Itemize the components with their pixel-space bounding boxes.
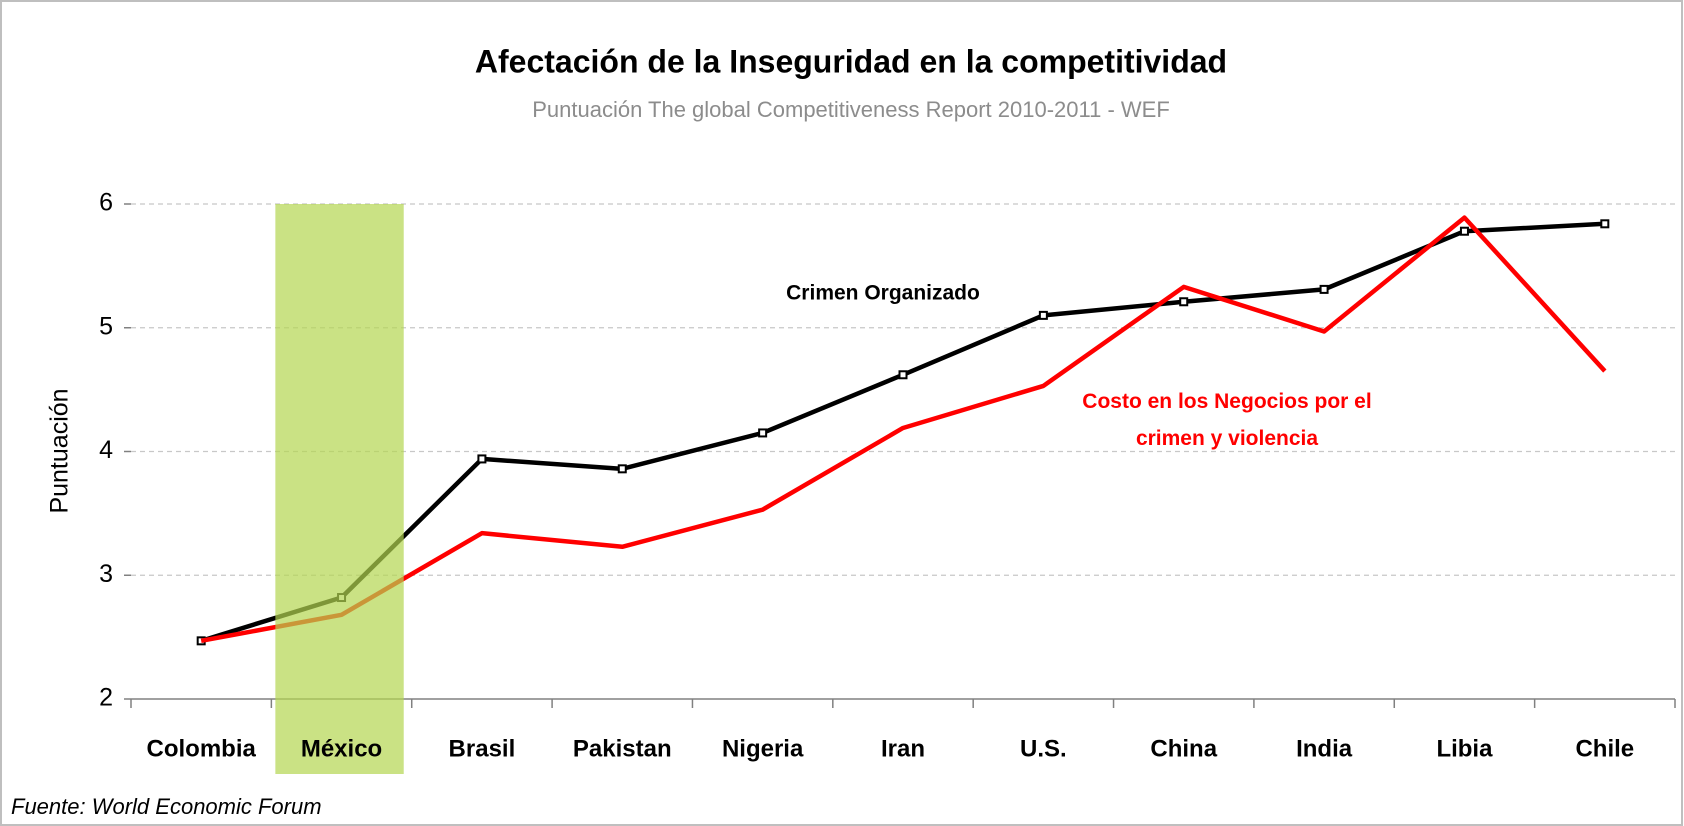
point-marker bbox=[1038, 310, 1048, 320]
y-tick-label: 3 bbox=[99, 560, 113, 588]
point-marker bbox=[1319, 284, 1329, 294]
y-tick-label: 4 bbox=[99, 436, 113, 464]
point-marker bbox=[898, 370, 908, 380]
x-tick-label: Pakistan bbox=[573, 735, 672, 762]
y-tick-label: 6 bbox=[99, 189, 113, 217]
x-tick-label: México bbox=[301, 735, 382, 762]
y-axis-label: Puntuación bbox=[46, 388, 74, 513]
point-marker bbox=[617, 464, 627, 474]
x-tick-label: U.S. bbox=[1020, 735, 1067, 762]
y-tick-label: 2 bbox=[99, 684, 113, 712]
series-label: Crimen Organizado bbox=[786, 282, 980, 305]
x-tick-label: Brasil bbox=[449, 735, 516, 762]
x-tick-label: Iran bbox=[881, 735, 925, 762]
point-marker bbox=[1459, 226, 1469, 236]
series-label: Costo en los Negocios por el crimen y vi… bbox=[1082, 390, 1372, 450]
highlight-band bbox=[275, 204, 404, 774]
point-marker bbox=[1600, 219, 1610, 229]
x-tick-label: Nigeria bbox=[722, 735, 804, 762]
point-marker bbox=[758, 428, 768, 438]
chart-title: Afectación de la Inseguridad en la compe… bbox=[475, 43, 1227, 79]
y-tick-label: 5 bbox=[99, 312, 113, 340]
point-marker bbox=[1179, 297, 1189, 307]
x-tick-label: India bbox=[1296, 735, 1353, 762]
x-tick-label: Libia bbox=[1436, 735, 1493, 762]
x-tick-label: Colombia bbox=[147, 735, 257, 762]
footnote: Fuente: World Economic Forum bbox=[11, 794, 322, 819]
x-tick-label: Chile bbox=[1575, 735, 1634, 762]
x-tick-label: China bbox=[1150, 735, 1217, 762]
series-line bbox=[200, 215, 1607, 644]
chart-subtitle: Puntuación The global Competitiveness Re… bbox=[532, 97, 1170, 122]
point-marker bbox=[477, 454, 487, 464]
